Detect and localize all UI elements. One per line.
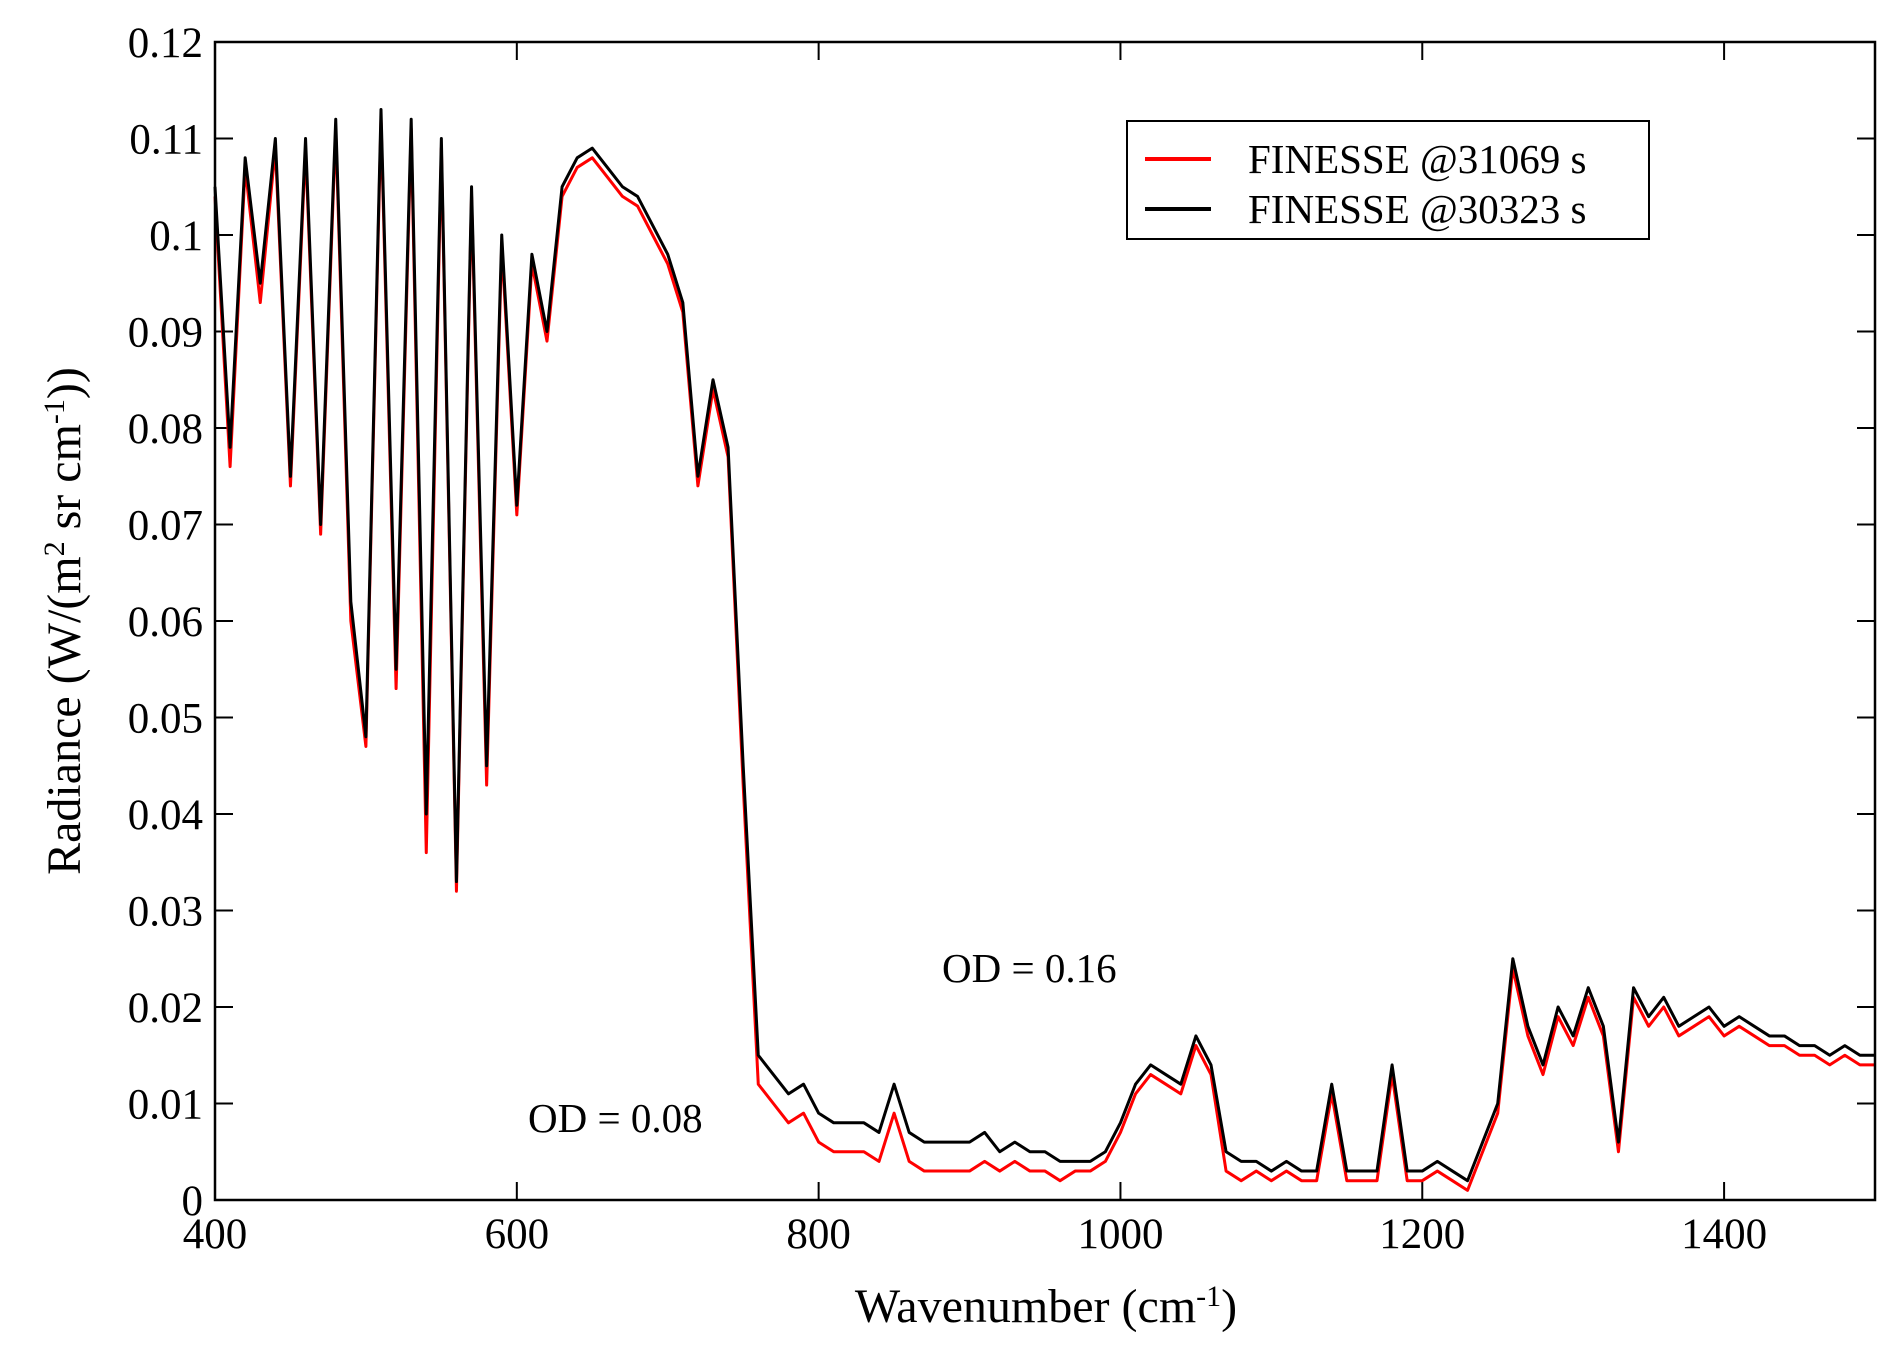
y-axis-label: Radiance (W/(m2 sr cm-1)) — [38, 367, 92, 875]
y-axis-label-part: )) — [38, 367, 91, 399]
y-tick-label: 0.1 — [149, 213, 203, 260]
y-axis-label-sup: -1 — [38, 399, 71, 424]
y-tick-label: 0.06 — [128, 599, 203, 646]
y-axis-label-part: Radiance (W/(m — [38, 556, 91, 875]
x-tick-label: 400 — [183, 1211, 248, 1258]
legend-label: FINESSE @31069 s — [1248, 136, 1586, 182]
y-tick-label: 0.07 — [128, 503, 203, 550]
y-tick-label: 0 — [182, 1178, 204, 1225]
y-tick-label: 0.08 — [128, 406, 203, 453]
annotation: OD = 0.08 — [528, 1095, 703, 1141]
x-tick-label: 1200 — [1379, 1211, 1465, 1258]
y-tick-label: 0.02 — [128, 985, 203, 1032]
legend-label: FINESSE @30323 s — [1248, 186, 1586, 232]
x-axis-label-sup: -1 — [1196, 1280, 1221, 1313]
y-tick-label: 0.12 — [128, 20, 203, 67]
y-tick-label: 0.11 — [129, 117, 203, 164]
y-axis-label-sup: 2 — [38, 541, 71, 556]
annotation: OD = 0.16 — [942, 945, 1117, 991]
x-axis-label-part: ) — [1221, 1280, 1237, 1333]
y-tick-label: 0.01 — [128, 1082, 203, 1129]
x-tick-label: 800 — [786, 1211, 851, 1258]
y-tick-label: 0.03 — [128, 889, 203, 936]
x-tick-label: 1000 — [1077, 1211, 1163, 1258]
plot-frame — [213, 40, 1877, 1202]
y-axis-label-part: sr cm — [38, 424, 91, 541]
y-tick-label: 0.09 — [128, 310, 203, 357]
legend-box — [1126, 120, 1650, 240]
x-tick-label: 600 — [485, 1211, 550, 1258]
series-line — [213, 117, 1875, 1192]
y-tick-label: 0.04 — [128, 792, 203, 839]
x-tick-label: 1400 — [1681, 1211, 1767, 1258]
x-axis-label: Wavenumber (cm-1) — [855, 1280, 1237, 1334]
x-axis-label-part: Wavenumber (cm — [855, 1280, 1196, 1333]
y-tick-label: 0.05 — [128, 696, 203, 743]
series-line — [213, 108, 1875, 1183]
